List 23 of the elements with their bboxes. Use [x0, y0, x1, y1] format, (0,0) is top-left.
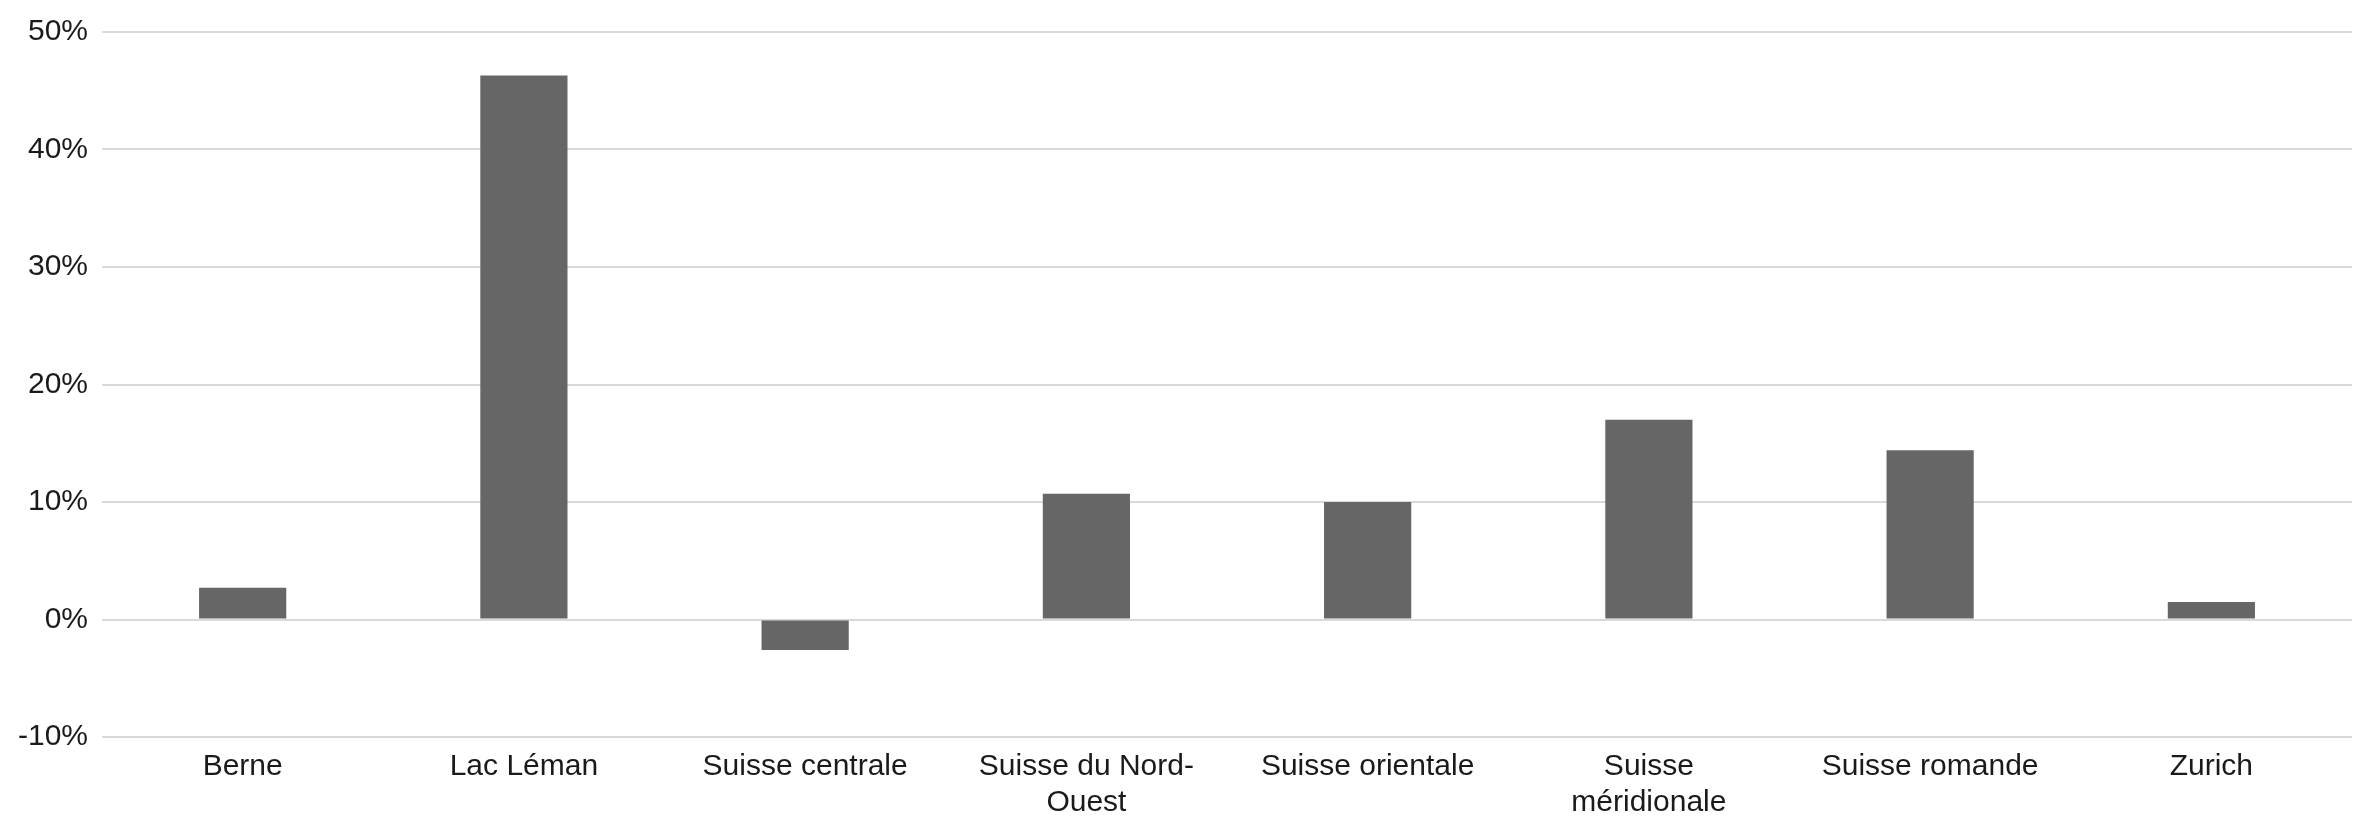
- x-tick-label: Zurich: [2169, 748, 2254, 782]
- bar: [199, 587, 287, 619]
- y-tick-label: 10%: [27, 483, 89, 517]
- bar: [1605, 419, 1693, 619]
- x-tick-label: Suisse centrale: [702, 748, 908, 782]
- bar: [2167, 601, 2255, 619]
- y-tick-label: 50%: [27, 13, 89, 47]
- y-tick-label: 40%: [27, 130, 89, 164]
- bar: [1042, 493, 1130, 619]
- x-tick-label: Berne: [202, 748, 283, 782]
- bar: [1886, 450, 1974, 619]
- bar: [1324, 502, 1412, 619]
- bar: [480, 75, 568, 619]
- x-tick-label: Suisse romande: [1821, 748, 2039, 782]
- x-tick-label: Suisse méridionale: [1571, 748, 1727, 818]
- y-tick-label: 0%: [44, 600, 89, 634]
- y-tick-label: 20%: [27, 365, 89, 399]
- bar: [761, 620, 849, 651]
- x-tick-label: Suisse orientale: [1260, 748, 1475, 782]
- x-tick-label: Suisse du Nord-Ouest: [978, 748, 1194, 818]
- y-tick-label: -10%: [17, 718, 89, 752]
- x-tick-label: Lac Léman: [449, 748, 599, 782]
- y-tick-label: 30%: [27, 248, 89, 282]
